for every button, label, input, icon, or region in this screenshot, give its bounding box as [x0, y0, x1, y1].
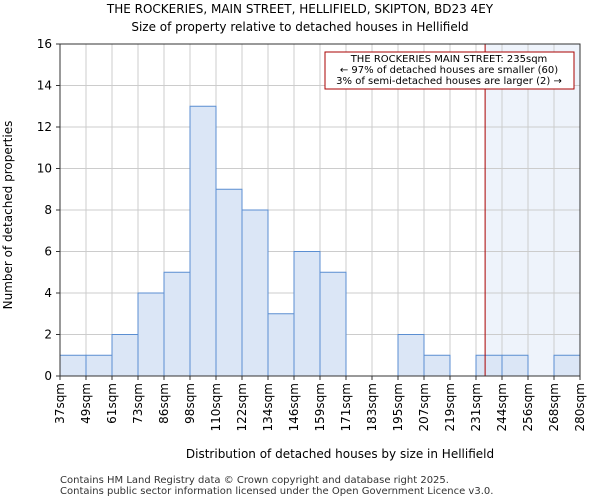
- x-tick-label: 159sqm: [313, 383, 327, 431]
- x-tick-label: 268sqm: [547, 383, 561, 431]
- bar-134sqm: [267, 313, 295, 377]
- chart-subtitle: Size of property relative to detached ho…: [131, 20, 468, 34]
- y-axis-label: Number of detached properties: [1, 121, 15, 310]
- y-tick-label: 8: [44, 203, 52, 217]
- x-axis-label: Distribution of detached houses by size …: [186, 447, 494, 461]
- x-tick-label: 207sqm: [417, 383, 431, 431]
- x-tick-label: 122sqm: [235, 383, 249, 431]
- chart-title: THE ROCKERIES, MAIN STREET, HELLIFIELD, …: [106, 2, 494, 16]
- bar-207sqm: [423, 354, 451, 377]
- y-tick-label: 12: [37, 120, 52, 134]
- annotation-line-1: THE ROCKERIES MAIN STREET: 235sqm: [350, 54, 548, 65]
- y-tick-label: 0: [44, 369, 52, 383]
- bar-73sqm: [137, 292, 165, 377]
- y-tick-label: 4: [44, 286, 52, 300]
- x-tick-label: 134sqm: [261, 383, 275, 431]
- footer-licence: Contains public sector information licen…: [60, 486, 493, 497]
- x-tick-label: 171sqm: [339, 383, 353, 431]
- x-tick-label: 86sqm: [157, 383, 171, 424]
- bar-231sqm: [475, 354, 503, 377]
- x-tick-label: 49sqm: [79, 383, 93, 424]
- x-tick-label: 183sqm: [365, 383, 379, 431]
- x-axis: 37sqm 49sqm 61sqm 73sqm 86sqm 98sqm 110sqm 122s…: [53, 376, 587, 431]
- bar-195sqm: [397, 334, 425, 377]
- x-tick-label: 37sqm: [53, 383, 67, 424]
- y-tick-label: 14: [37, 79, 52, 93]
- x-tick-label: 146sqm: [287, 383, 301, 431]
- x-tick-label: 98sqm: [183, 383, 197, 424]
- x-tick-label: 110sqm: [209, 383, 223, 431]
- annotation-border: [324, 51, 575, 90]
- annotation-line-2: ← 97% of detached houses are smaller (60…: [340, 65, 558, 76]
- bar-159sqm: [319, 271, 347, 377]
- bar-86sqm: [163, 271, 191, 377]
- y-tick-label: 6: [44, 245, 52, 259]
- bar-37sqm: [59, 354, 87, 377]
- footer-copyright: Contains HM Land Registry data © Crown c…: [60, 475, 449, 486]
- bar-49sqm: [85, 354, 113, 377]
- y-tick-label: 10: [37, 162, 52, 176]
- bar-61sqm: [111, 334, 139, 377]
- y-tick-label: 2: [44, 328, 52, 342]
- x-tick-label: 195sqm: [391, 383, 405, 431]
- bar-268sqm: [553, 354, 581, 377]
- bar-146sqm: [293, 251, 321, 377]
- x-tick-label: 219sqm: [443, 383, 457, 431]
- x-tick-label: 256sqm: [521, 383, 535, 431]
- bars: [59, 105, 581, 377]
- x-tick-label: 73sqm: [131, 383, 145, 424]
- x-tick-label: 61sqm: [105, 383, 119, 424]
- x-tick-label: 231sqm: [469, 383, 483, 431]
- bar-110sqm: [215, 188, 243, 377]
- bar-244sqm: [501, 354, 529, 377]
- annotation-line-3: 3% of semi-detached houses are larger (2…: [336, 76, 562, 87]
- annotation-box: THE ROCKERIES MAIN STREET: 235sqm ← 97% …: [324, 51, 575, 90]
- bar-98sqm: [189, 105, 217, 377]
- y-tick-label: 16: [37, 37, 52, 51]
- x-tick-label: 280sqm: [573, 383, 587, 431]
- x-tick-label: 244sqm: [495, 383, 509, 431]
- y-axis: 0 2 4 6 8 10 12 14 16: [37, 37, 60, 383]
- bar-122sqm: [241, 209, 269, 377]
